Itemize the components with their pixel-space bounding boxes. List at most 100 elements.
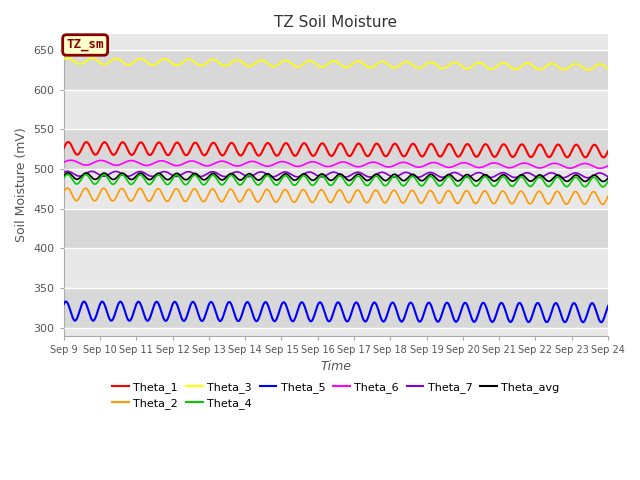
Theta_2 bbox=[242, 189, 250, 195]
Theta_3 bbox=[584, 67, 592, 73]
Theta_6 bbox=[492, 160, 500, 166]
Theta_3 bbox=[168, 60, 176, 66]
Theta_2 bbox=[181, 199, 189, 204]
Theta_7 bbox=[420, 172, 428, 178]
Bar bbox=[64, 89, 608, 129]
Theta_3 bbox=[540, 65, 548, 71]
Theta_avg bbox=[540, 175, 548, 180]
Theta_1 bbox=[242, 144, 250, 150]
Theta_7 bbox=[63, 168, 71, 174]
Theta_6 bbox=[242, 160, 250, 166]
Title: TZ Soil Moisture: TZ Soil Moisture bbox=[275, 15, 397, 30]
Theta_6 bbox=[540, 164, 548, 170]
Theta_1 bbox=[420, 151, 428, 157]
Theta_2 bbox=[599, 202, 607, 207]
Theta_6 bbox=[420, 163, 428, 168]
Line: Theta_1: Theta_1 bbox=[64, 142, 608, 157]
Theta_3 bbox=[420, 62, 428, 68]
Theta_5 bbox=[492, 313, 500, 319]
Theta_6 bbox=[60, 159, 68, 165]
Y-axis label: Soil Moisture (mV): Soil Moisture (mV) bbox=[15, 127, 28, 242]
Theta_4 bbox=[63, 172, 71, 178]
Bar bbox=[64, 248, 608, 288]
Theta_4 bbox=[181, 182, 189, 188]
Theta_2 bbox=[540, 195, 548, 201]
Theta_4 bbox=[540, 179, 548, 184]
Theta_1 bbox=[604, 148, 612, 154]
Line: Theta_6: Theta_6 bbox=[64, 160, 608, 168]
Theta_6 bbox=[604, 163, 612, 168]
Theta_1 bbox=[600, 155, 607, 160]
Theta_7 bbox=[181, 169, 189, 175]
Theta_4 bbox=[242, 175, 250, 181]
Theta_3 bbox=[181, 58, 189, 63]
Theta_2 bbox=[60, 190, 68, 195]
Theta_avg bbox=[599, 179, 607, 184]
Theta_3 bbox=[64, 55, 72, 60]
Theta_7 bbox=[492, 173, 500, 179]
Theta_7 bbox=[168, 172, 176, 178]
Theta_1 bbox=[540, 146, 548, 152]
Theta_7 bbox=[242, 173, 250, 179]
Theta_5 bbox=[168, 303, 176, 309]
Theta_6 bbox=[596, 166, 604, 171]
Theta_2 bbox=[63, 185, 71, 191]
Bar bbox=[64, 288, 608, 328]
Bar bbox=[64, 50, 608, 89]
Theta_5 bbox=[604, 303, 612, 309]
Theta_3 bbox=[604, 66, 612, 72]
X-axis label: Time: Time bbox=[321, 360, 351, 373]
Theta_1 bbox=[181, 152, 189, 158]
Theta_avg bbox=[604, 175, 612, 181]
Theta_avg bbox=[60, 173, 68, 179]
Line: Theta_3: Theta_3 bbox=[64, 58, 608, 70]
Line: Theta_avg: Theta_avg bbox=[64, 173, 608, 181]
Theta_avg bbox=[181, 177, 189, 182]
Theta_5 bbox=[540, 314, 548, 320]
Theta_1 bbox=[492, 154, 500, 159]
Theta_2 bbox=[168, 192, 176, 198]
Theta_2 bbox=[492, 199, 500, 205]
Theta_6 bbox=[67, 157, 75, 163]
Theta_6 bbox=[168, 162, 176, 168]
Theta_7 bbox=[604, 174, 612, 180]
Theta_7 bbox=[584, 175, 591, 180]
Theta_avg bbox=[168, 174, 176, 180]
Theta_5 bbox=[181, 317, 189, 323]
Line: Theta_5: Theta_5 bbox=[64, 301, 608, 322]
Line: Theta_7: Theta_7 bbox=[64, 171, 608, 178]
Theta_7 bbox=[540, 173, 548, 179]
Bar bbox=[64, 209, 608, 248]
Theta_3 bbox=[492, 64, 500, 70]
Theta_4 bbox=[420, 180, 428, 186]
Theta_2 bbox=[420, 196, 428, 202]
Theta_7 bbox=[60, 169, 68, 175]
Theta_avg bbox=[492, 178, 500, 183]
Theta_5 bbox=[62, 299, 70, 304]
Theta_avg bbox=[242, 173, 250, 179]
Bar bbox=[64, 129, 608, 169]
Theta_5 bbox=[60, 301, 68, 307]
Legend: Theta_1, Theta_2, Theta_3, Theta_4, Theta_5, Theta_6, Theta_7, Theta_avg: Theta_1, Theta_2, Theta_3, Theta_4, Thet… bbox=[108, 377, 564, 414]
Theta_5 bbox=[597, 319, 605, 325]
Theta_1 bbox=[168, 147, 176, 153]
Line: Theta_4: Theta_4 bbox=[64, 175, 608, 187]
Line: Theta_2: Theta_2 bbox=[64, 188, 608, 204]
Theta_avg bbox=[64, 170, 72, 176]
Theta_4 bbox=[599, 184, 607, 190]
Theta_4 bbox=[492, 183, 500, 189]
Theta_1 bbox=[60, 145, 68, 151]
Theta_4 bbox=[168, 177, 176, 183]
Theta_4 bbox=[60, 175, 68, 181]
Theta_1 bbox=[65, 139, 72, 145]
Theta_5 bbox=[242, 300, 250, 306]
Theta_5 bbox=[420, 308, 428, 314]
Bar bbox=[64, 169, 608, 209]
Theta_6 bbox=[181, 160, 189, 166]
Text: TZ_sm: TZ_sm bbox=[67, 38, 104, 51]
Theta_4 bbox=[604, 178, 612, 184]
Theta_3 bbox=[60, 57, 68, 62]
Theta_2 bbox=[604, 193, 612, 199]
Theta_avg bbox=[420, 177, 428, 182]
Theta_3 bbox=[242, 62, 250, 68]
